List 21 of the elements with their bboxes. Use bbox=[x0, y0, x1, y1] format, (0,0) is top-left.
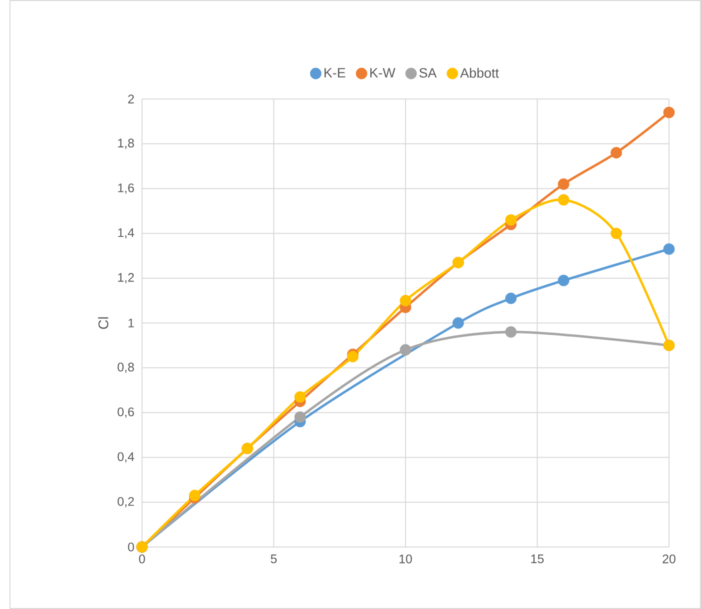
y-tick-label: 1,8 bbox=[118, 138, 134, 149]
legend-label: K-E bbox=[324, 68, 346, 78]
x-tick-label: 10 bbox=[400, 554, 412, 564]
y-tick-label: 0,4 bbox=[118, 452, 134, 463]
x-tick-label: 15 bbox=[531, 554, 544, 564]
y-tick-label: 0,8 bbox=[118, 362, 134, 373]
y-tick-label: 1,2 bbox=[118, 273, 134, 284]
x-tick-label: 0 bbox=[139, 554, 145, 564]
legend-label: Abbott bbox=[460, 68, 499, 78]
y-tick-label: 0,2 bbox=[118, 497, 134, 508]
legend-label: K-W bbox=[370, 68, 396, 78]
y-axis-title: Cl bbox=[98, 317, 108, 329]
y-tick-label: 0 bbox=[128, 542, 134, 552]
y-tick-label: 1,6 bbox=[118, 183, 134, 194]
y-tick-label: 2 bbox=[128, 94, 134, 104]
y-tick-label: 1 bbox=[128, 318, 134, 328]
x-tick-label: 20 bbox=[662, 554, 676, 564]
x-tick-label: 5 bbox=[270, 554, 277, 564]
legend-label: SA bbox=[419, 68, 437, 78]
y-tick-label: 0,6 bbox=[118, 407, 134, 418]
y-tick-label: 1,4 bbox=[118, 228, 134, 238]
